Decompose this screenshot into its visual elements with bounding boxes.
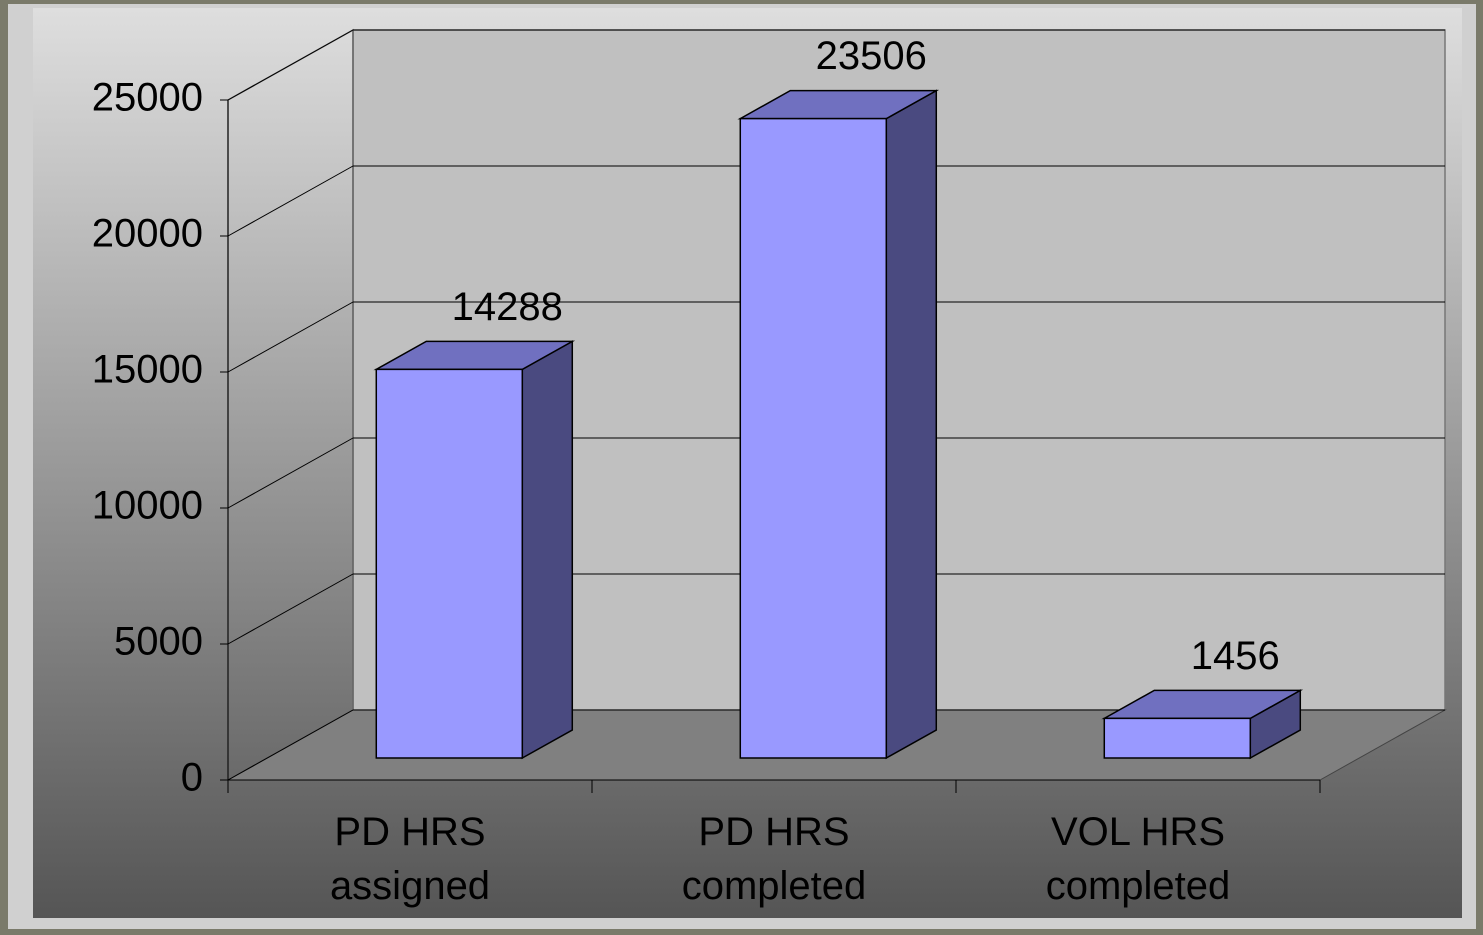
y-tick-label: 20000	[92, 212, 203, 256]
bar-side	[521, 340, 574, 760]
y-tick-label: 5000	[114, 620, 203, 664]
bar	[373, 340, 576, 760]
x-tick-label: PD HRS assigned	[329, 810, 491, 908]
bar	[1101, 689, 1304, 760]
x-tick-label: VOL HRS completed	[1045, 810, 1231, 908]
grid-line	[227, 165, 354, 237]
y-tick-label: 0	[181, 756, 203, 800]
y-tick-label: 25000	[92, 76, 203, 120]
grid-line	[227, 573, 354, 645]
bar-front	[375, 368, 524, 759]
grid-line	[227, 29, 354, 101]
value-label: 1456	[1191, 634, 1280, 678]
grid-line	[227, 301, 354, 373]
y-tick-label: 10000	[92, 484, 203, 528]
bar-front	[739, 117, 888, 759]
bar-front	[1103, 717, 1252, 759]
value-label: 23506	[816, 34, 927, 78]
x-tick-label: PD HRS completed	[681, 810, 867, 908]
grid-line	[227, 709, 354, 781]
grid-line	[227, 437, 354, 509]
y-tick-label: 15000	[92, 348, 203, 392]
bar	[737, 89, 940, 760]
value-label: 14288	[452, 285, 563, 329]
bar-side	[885, 89, 938, 760]
